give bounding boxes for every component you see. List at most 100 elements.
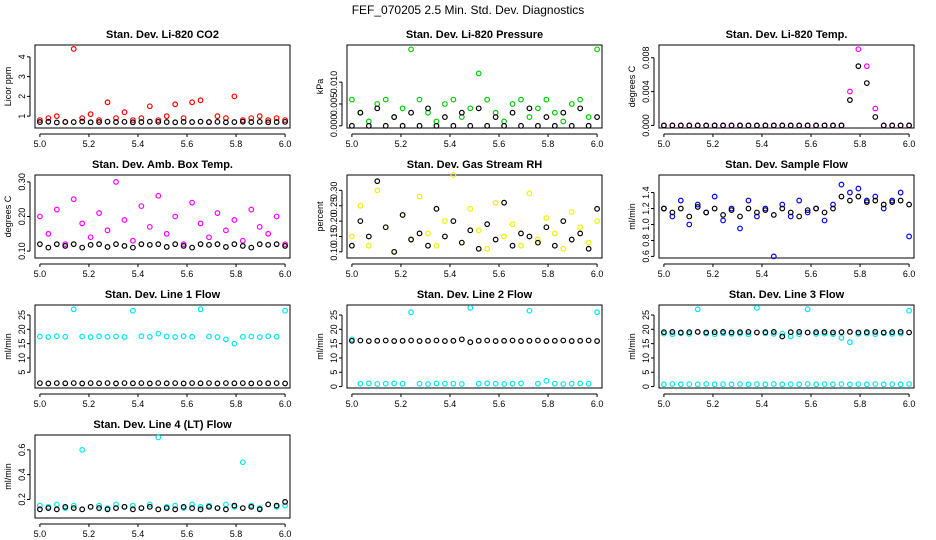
data-point (121, 242, 128, 249)
data-point (594, 114, 600, 120)
data-point (130, 502, 136, 509)
x-tick-label: 6.0 (591, 399, 604, 409)
data-point (273, 213, 280, 220)
data-point (847, 329, 853, 335)
x-tick-label: 5.8 (230, 399, 243, 409)
data-point (889, 122, 896, 129)
plot-frame (34, 304, 291, 389)
data-point (214, 334, 221, 340)
data-point (172, 380, 179, 387)
y-tick-label: 15 (329, 339, 339, 349)
data-point (214, 210, 221, 216)
data-point (855, 63, 862, 70)
data-point (754, 381, 760, 388)
data-point (594, 205, 600, 212)
data-point (70, 380, 77, 387)
data-point (96, 502, 102, 509)
data-point (450, 380, 457, 387)
data-point (265, 501, 272, 508)
data-point (770, 253, 777, 260)
data-point (79, 506, 86, 513)
data-point (70, 119, 77, 125)
y-tick-label: 15 (17, 339, 27, 349)
data-point (492, 380, 499, 387)
data-point (813, 122, 819, 129)
data-point (467, 227, 474, 234)
data-point (79, 244, 86, 251)
data-point (206, 380, 212, 387)
data-point (787, 213, 794, 220)
data-point (265, 380, 272, 387)
series-ref (37, 241, 288, 251)
x-tick-label: 5.6 (493, 399, 506, 409)
data-point (526, 233, 533, 240)
data-point (509, 380, 516, 387)
data-point (37, 213, 43, 220)
series-std (37, 46, 288, 125)
data-point (450, 337, 457, 344)
data-point (70, 241, 77, 248)
series-ref (661, 63, 912, 129)
data-point (737, 225, 743, 232)
data-point (70, 505, 77, 511)
y-tick-label: 0.008 (641, 46, 651, 69)
data-point (518, 96, 524, 103)
chart-title: Stan. Dev. Gas Stream RH (407, 159, 543, 171)
chart-title: Stan. Dev. Li-820 CO2 (106, 29, 219, 41)
x-tick-label: 5.0 (34, 139, 47, 149)
x-tick-label: 5.0 (658, 269, 671, 279)
data-point (560, 337, 567, 344)
data-point (450, 172, 457, 178)
series-ref (661, 329, 912, 340)
data-point (770, 381, 777, 387)
data-point (863, 199, 870, 206)
data-point (492, 236, 499, 243)
data-point (830, 122, 836, 129)
data-point (37, 117, 43, 123)
data-point (357, 202, 364, 209)
data-point (239, 459, 246, 466)
data-point (223, 506, 229, 513)
data-point (543, 215, 550, 221)
data-point (155, 330, 162, 337)
data-point (223, 501, 229, 508)
data-point (113, 241, 119, 248)
data-point (518, 380, 524, 387)
data-point (694, 201, 701, 208)
data-point (720, 122, 726, 129)
plot-frame (34, 44, 291, 129)
series-std (661, 181, 912, 260)
data-point (197, 97, 204, 104)
chart-title: Stan. Dev. Line 4 (LT) Flow (93, 419, 232, 431)
data-point (256, 380, 263, 387)
data-point (669, 122, 676, 129)
data-point (273, 241, 280, 248)
data-point (535, 122, 541, 129)
data-point (560, 381, 567, 387)
chart-title: Stan. Dev. Line 2 Flow (417, 289, 533, 301)
data-point (450, 96, 457, 103)
data-point (365, 338, 372, 344)
data-point (53, 241, 60, 248)
data-point (720, 381, 726, 388)
y-axis-label: Licor ppm (3, 67, 13, 107)
data-point (897, 329, 904, 335)
data-point (737, 122, 743, 129)
data-point (720, 212, 726, 218)
y-tick-label: 0 (641, 384, 651, 389)
y-tick-label: 1.0 (641, 218, 651, 231)
data-point (408, 46, 414, 53)
data-point (484, 122, 491, 129)
data-point (180, 115, 187, 122)
x-tick-label: 6.0 (279, 139, 292, 149)
data-point (155, 241, 162, 248)
data-point (906, 122, 912, 129)
data-point (239, 118, 246, 125)
data-point (686, 381, 693, 388)
data-point (104, 99, 111, 106)
x-tick-label: 5.4 (756, 269, 769, 279)
series-ref (37, 380, 288, 387)
data-point (838, 381, 845, 387)
data-point (79, 446, 86, 453)
data-point (796, 381, 803, 388)
